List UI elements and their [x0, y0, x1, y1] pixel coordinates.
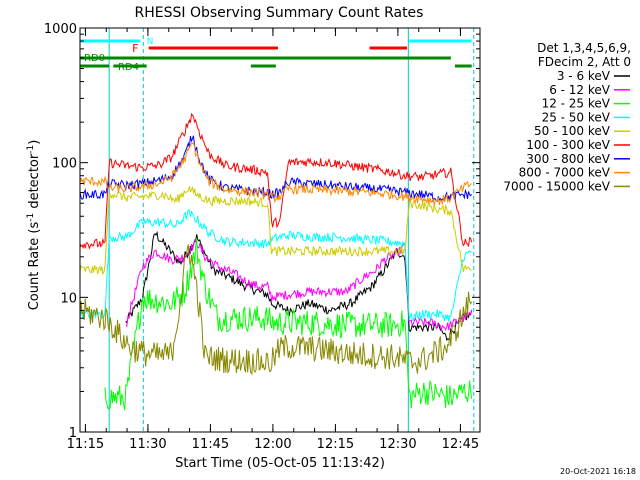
legend-label-6: 300 - 800 keV	[526, 152, 610, 166]
flag-n-label: N	[147, 37, 154, 47]
footer-date: 20-Oct-2021 16:18	[560, 467, 636, 476]
y-tick-label-0: 1	[69, 426, 77, 441]
y-tick-label-1: 10	[60, 291, 77, 306]
axes: 11:15 11:30 11:45 12:00 12:15 12:30 12:45 1 10 10…	[44, 22, 481, 452]
x-tick-label-6: 12:45	[442, 437, 479, 452]
legend-label-2: 12 - 25 keV	[542, 97, 611, 111]
y-tick-label-2: 100	[52, 157, 77, 172]
legend-label-4: 50 - 100 keV	[534, 124, 611, 138]
series-2-trace	[104, 237, 473, 411]
flag-rd0-label: RD0	[84, 53, 105, 64]
plot-frame	[79, 27, 481, 433]
x-tick-label-5: 12:30	[379, 437, 416, 452]
legend-label-8: 7000 - 15000 keV	[503, 179, 610, 193]
series-5-trace	[80, 113, 473, 250]
x-tick-label-4: 12:15	[317, 437, 354, 452]
flag-f-label: F	[132, 42, 138, 55]
legend-header-line-2: FDecim 2, Att 0	[538, 55, 631, 69]
x-tick-label-0: 11:15	[67, 437, 104, 452]
x-tick-label-2: 11:45	[192, 437, 229, 452]
plot-area: NF RD0 RD4	[80, 28, 475, 432]
x-tick-label-1: 11:30	[129, 437, 166, 452]
legend-label-5: 100 - 300 keV	[526, 138, 610, 152]
series-0-trace	[125, 230, 473, 341]
series-3-trace	[80, 208, 472, 322]
series-8-trace	[80, 244, 473, 376]
legend-header-line-1: Det 1,3,4,5,6,9,	[537, 41, 631, 55]
series-7-trace	[80, 142, 472, 206]
legend-label-3: 25 - 50 keV	[542, 110, 611, 124]
y-tick-label-3: 1000	[44, 22, 77, 37]
flag-rd4-label: RD4	[118, 62, 139, 73]
x-tick-label-3: 12:00	[254, 437, 291, 452]
legend-label-7: 800 - 7000 keV	[519, 166, 611, 180]
legend-label-1: 6 - 12 keV	[549, 83, 611, 97]
legend: Det 1,3,4,5,6,9, FDecim 2, Att 0 3 - 6 k…	[503, 41, 631, 193]
series-1-trace	[125, 239, 473, 332]
plot-clipped-group	[80, 28, 475, 432]
chart-title: RHESSI Observing Summary Count Rates	[135, 5, 424, 21]
legend-label-0: 3 - 6 keV	[557, 69, 611, 83]
y-axis-label: Count Rate (s-1 detector-1)	[26, 140, 42, 311]
x-axis-label: Start Time (05-Oct-05 11:13:42)	[175, 456, 385, 471]
series-4-trace	[80, 186, 472, 276]
